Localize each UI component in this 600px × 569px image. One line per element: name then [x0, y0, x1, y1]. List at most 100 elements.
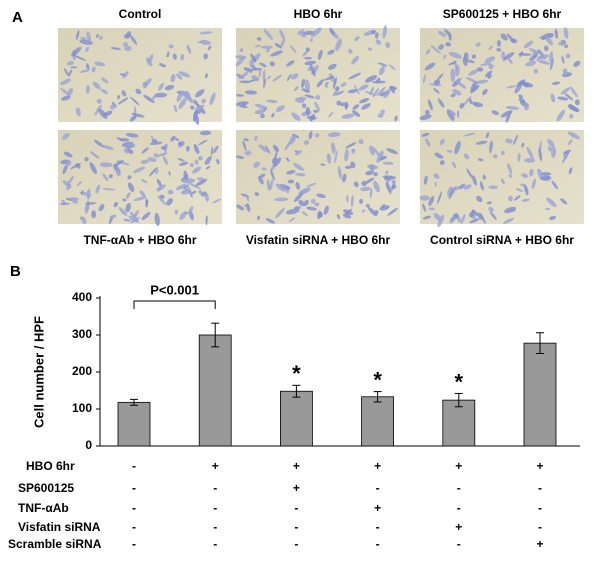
cell	[193, 143, 200, 155]
cell	[251, 75, 260, 82]
cell	[487, 74, 492, 79]
cell	[443, 54, 447, 60]
cell	[479, 181, 484, 191]
cell	[205, 166, 211, 170]
cell	[521, 82, 534, 88]
cell	[423, 175, 428, 185]
cell	[266, 47, 270, 53]
cell	[91, 210, 97, 219]
cell	[521, 173, 529, 178]
cell	[213, 145, 219, 154]
sign: -	[213, 537, 217, 551]
cell	[158, 63, 166, 68]
cell	[181, 187, 191, 194]
cell	[450, 186, 460, 192]
cell	[84, 156, 89, 162]
image-label: HBO 6hr	[294, 7, 343, 21]
cell	[465, 59, 475, 64]
bracket	[133, 300, 216, 309]
cell	[501, 150, 505, 156]
cell	[119, 73, 125, 76]
cell	[488, 206, 494, 213]
significance-mark: *	[373, 367, 382, 392]
cell	[419, 195, 430, 201]
cell	[254, 44, 261, 48]
sign: +	[212, 459, 219, 473]
cell	[199, 40, 211, 46]
cell	[141, 211, 151, 221]
cell	[266, 179, 270, 191]
cell	[127, 182, 135, 192]
cell	[125, 192, 131, 200]
cell	[503, 217, 514, 224]
cell	[153, 153, 159, 158]
cell	[243, 138, 249, 142]
cell	[471, 84, 480, 92]
cell	[81, 190, 84, 195]
cell	[279, 184, 291, 190]
cell	[518, 94, 523, 99]
cell	[125, 132, 139, 138]
cell	[178, 97, 187, 110]
cell	[145, 200, 149, 208]
cell	[157, 195, 167, 206]
cell	[491, 110, 499, 115]
cell	[382, 25, 387, 39]
cell	[140, 159, 149, 164]
cell	[385, 170, 389, 175]
cell	[422, 203, 426, 212]
sign: -	[132, 501, 136, 515]
cell	[525, 60, 537, 67]
cell	[480, 212, 486, 224]
cell	[168, 44, 174, 49]
cell	[124, 45, 132, 52]
cell	[177, 158, 185, 162]
sign: -	[213, 481, 217, 495]
cell	[561, 55, 565, 64]
cell	[326, 153, 332, 164]
cell	[548, 33, 554, 38]
cell	[205, 215, 208, 226]
cell	[155, 167, 159, 175]
cell	[150, 135, 154, 141]
cell	[288, 217, 296, 223]
cell	[301, 103, 307, 109]
cell	[127, 175, 132, 180]
cell	[174, 137, 180, 142]
cell	[253, 161, 260, 168]
cell	[270, 50, 283, 57]
cell	[266, 75, 271, 80]
cell	[477, 212, 483, 221]
cell	[164, 143, 168, 154]
cell	[334, 86, 340, 92]
cell	[551, 180, 558, 190]
cell	[139, 190, 146, 198]
cell	[193, 99, 199, 106]
cell	[500, 110, 513, 118]
cell	[95, 184, 101, 194]
cell	[102, 173, 109, 182]
cell	[446, 109, 455, 121]
cell	[94, 104, 102, 116]
cell	[216, 158, 220, 165]
cell	[263, 78, 266, 89]
cell	[285, 208, 300, 215]
cell	[516, 79, 526, 87]
cell	[425, 138, 431, 147]
cell	[368, 207, 378, 217]
cell	[184, 92, 194, 104]
cell	[60, 78, 72, 86]
cell	[507, 163, 513, 175]
sign: -	[376, 481, 380, 495]
cell	[330, 142, 336, 154]
cell	[194, 104, 205, 111]
cell	[92, 81, 101, 90]
cell	[546, 197, 557, 208]
cell	[458, 183, 466, 190]
bar	[523, 342, 557, 447]
cell	[285, 157, 290, 162]
cell	[496, 47, 502, 52]
cell	[172, 53, 177, 60]
cell	[540, 172, 552, 176]
cell	[346, 195, 349, 203]
